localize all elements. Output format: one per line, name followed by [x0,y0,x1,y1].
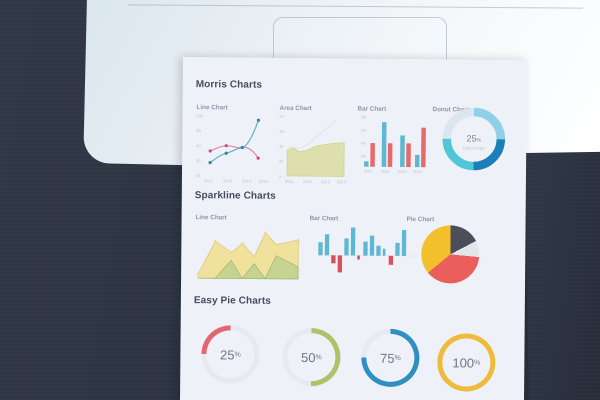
svg-text:5: 5 [279,174,282,179]
svg-text:80: 80 [361,115,366,120]
svg-text:40: 40 [279,129,284,134]
svg-text:20: 20 [196,173,201,178]
svg-text:2013: 2013 [398,169,408,174]
svg-text:60: 60 [361,128,366,133]
svg-text:2012: 2012 [303,179,313,184]
svg-text:Donut Chart: Donut Chart [463,145,485,150]
svg-text:2015: 2015 [259,179,269,184]
svg-text:2014: 2014 [413,169,423,174]
svg-text:20: 20 [361,154,366,159]
svg-text:20: 20 [279,159,284,164]
svg-text:2014: 2014 [242,179,252,184]
svg-text:47: 47 [279,114,284,119]
svg-text:100: 100 [196,113,203,118]
svg-text:2012: 2012 [381,169,391,174]
svg-text:2011: 2011 [364,169,373,174]
svg-text:2011: 2011 [285,179,294,184]
svg-text:2013: 2013 [223,178,233,183]
svg-text:25%: 25% [467,133,482,143]
svg-text:40: 40 [196,158,201,163]
svg-text:2013: 2013 [321,179,331,184]
svg-text:80: 80 [196,128,201,133]
svg-text:40: 40 [361,141,366,146]
svg-text:60: 60 [196,143,201,148]
svg-text:30: 30 [279,144,284,149]
svg-text:2014: 2014 [337,179,347,184]
svg-text:2012: 2012 [204,178,214,183]
